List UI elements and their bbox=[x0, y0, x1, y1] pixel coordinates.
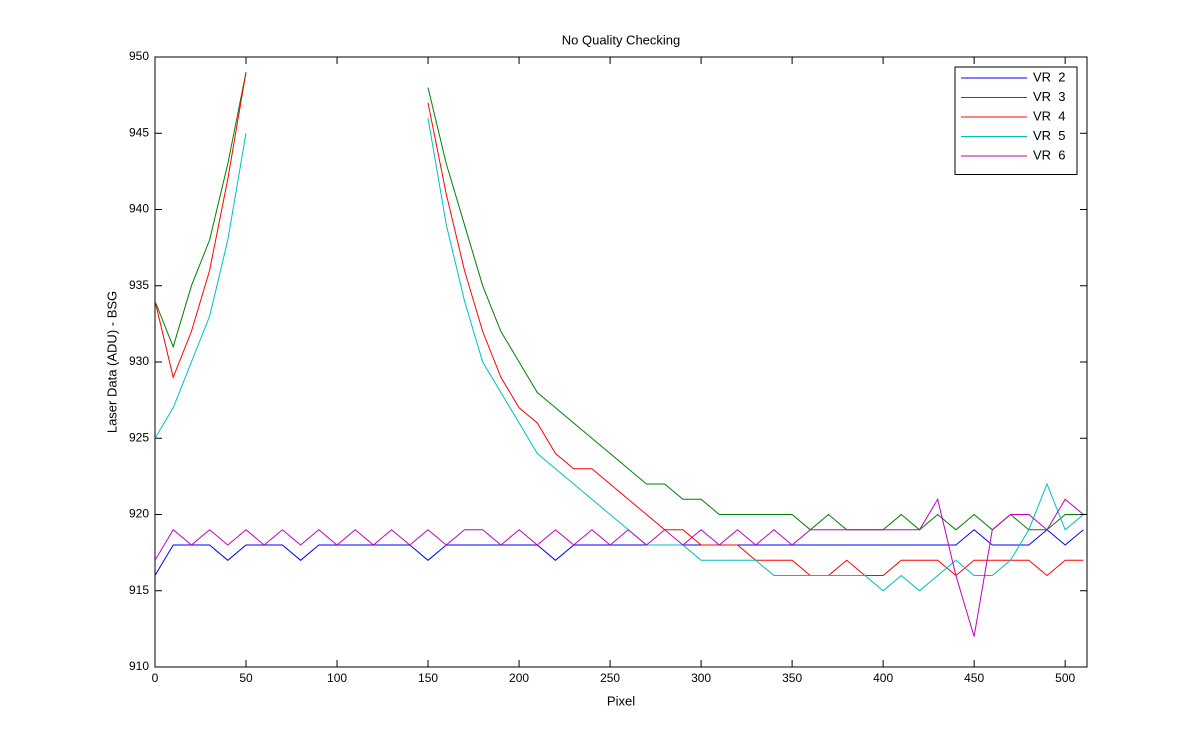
x-tick-label: 400 bbox=[873, 671, 893, 685]
x-tick-label: 150 bbox=[418, 671, 438, 685]
series-layer bbox=[155, 72, 1084, 637]
legend-label: VR 2 bbox=[1033, 69, 1066, 84]
y-axis-label: Laser Data (ADU) - BSG bbox=[104, 291, 119, 433]
legend-label: VR 4 bbox=[1033, 108, 1066, 123]
y-tick-label: 940 bbox=[129, 202, 149, 216]
chart-title: No Quality Checking bbox=[562, 32, 681, 47]
y-tick-label: 945 bbox=[129, 125, 149, 139]
x-tick-label: 250 bbox=[600, 671, 620, 685]
y-tick-label: 915 bbox=[129, 583, 149, 597]
series-line bbox=[155, 117, 1084, 592]
y-tick-label: 950 bbox=[129, 49, 149, 63]
y-tick-label: 925 bbox=[129, 430, 149, 444]
x-tick-label: 200 bbox=[509, 671, 529, 685]
legend-label: VR 6 bbox=[1033, 147, 1066, 162]
y-tick-label: 930 bbox=[129, 354, 149, 368]
x-tick-label: 100 bbox=[327, 671, 347, 685]
series-line bbox=[155, 497, 1084, 637]
x-tick-label: 350 bbox=[782, 671, 802, 685]
series-line bbox=[155, 529, 1084, 576]
x-tick-label: 500 bbox=[1055, 671, 1075, 685]
y-tick-label: 910 bbox=[129, 659, 149, 673]
y-tick-label: 935 bbox=[129, 278, 149, 292]
x-tick-label: 300 bbox=[691, 671, 711, 685]
y-tick-label: 920 bbox=[129, 507, 149, 521]
x-tick-label: 450 bbox=[964, 671, 984, 685]
legend: VR 2 VR 3 VR 4 VR 5 VR 6 bbox=[954, 66, 1078, 175]
legend-box bbox=[954, 66, 1078, 175]
plot-area bbox=[154, 56, 1088, 668]
x-tick-label: 0 bbox=[152, 671, 159, 685]
x-tick-label: 50 bbox=[239, 671, 253, 685]
x-axis-label: Pixel bbox=[607, 693, 635, 708]
legend-label: VR 3 bbox=[1033, 89, 1066, 104]
series-line bbox=[155, 72, 1084, 531]
legend-label: VR 5 bbox=[1033, 128, 1066, 143]
